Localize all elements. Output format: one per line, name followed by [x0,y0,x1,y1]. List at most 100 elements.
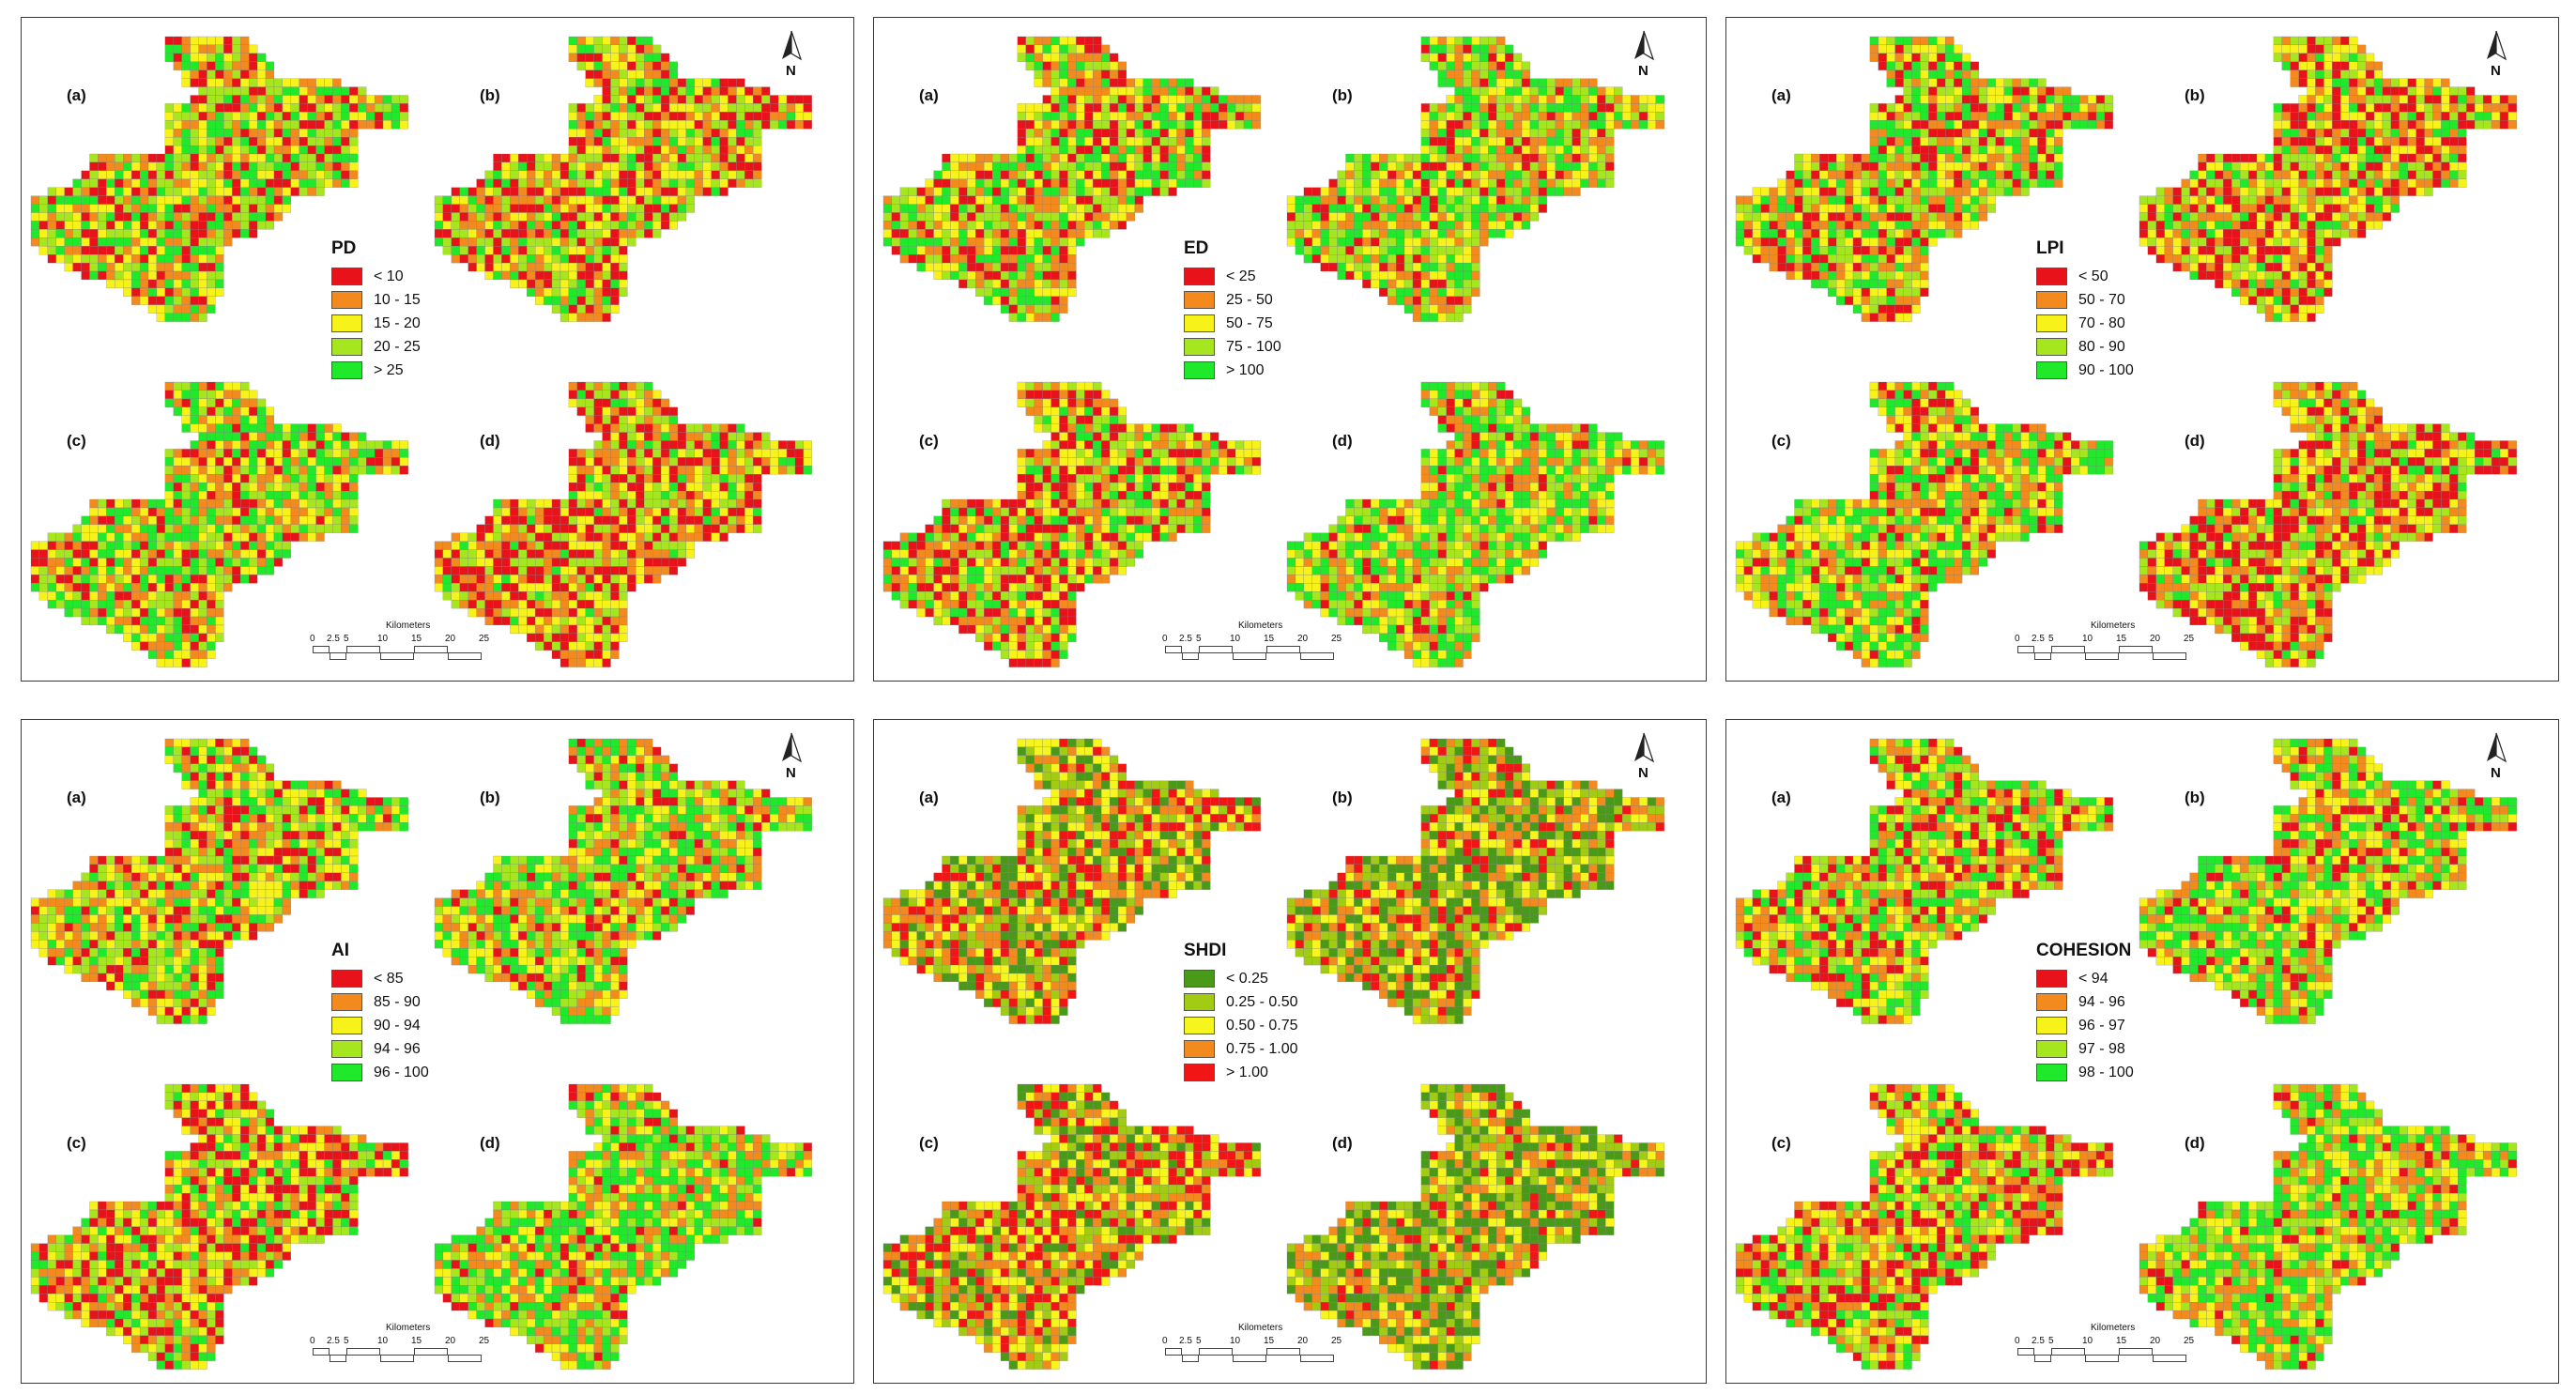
sub-label-b: (b) [1332,789,1353,806]
sub-map-a [30,36,408,322]
scale-segment [313,646,330,653]
sub-map-b [2139,36,2517,322]
legend-row: 94 - 96 [2036,990,2134,1014]
scale-tick: 25 [479,634,490,644]
legend-title: ED [1184,238,1209,258]
legend-row: 50 - 70 [2036,288,2134,312]
scale-segment [2153,1355,2186,1362]
legend-label: 90 - 100 [2078,361,2134,378]
legend-label: < 50 [2078,268,2108,284]
map-panel-ai: (a) (b) (c) (d) N AI < 85 85 - 90 90 - 94 94 - 96… [21,719,854,1384]
scale-tick: 15 [1264,1336,1275,1346]
legend-label: 98 - 100 [2078,1064,2134,1080]
legend-row: 90 - 94 [331,1014,429,1037]
scale-title: Kilometers [1238,620,1283,631]
legend-row: 25 - 50 [1184,288,1281,312]
scale-segment [448,1355,482,1362]
raster-maps [30,36,812,667]
legend-row: 97 - 98 [2036,1037,2134,1061]
scale-segment [2017,1348,2034,1356]
legend-swatch [2036,291,2067,309]
legend-swatch [1184,268,1215,285]
legend-swatch [1184,1040,1215,1058]
scale-segment [1165,646,1182,653]
legend-row: < 0.25 [1184,967,1298,990]
scale-segment [2051,1348,2085,1356]
scale-tick: 15 [411,634,422,644]
sub-map-b [2139,738,2517,1024]
scale-tick: 15 [2116,634,2127,644]
north-arrow-icon: N [773,731,810,782]
raster-maps [30,738,812,1370]
legend-row: 0.75 - 1.00 [1184,1037,1298,1061]
scale-bar: Kilometers 0 2.5 5 10 15 20 25 [310,1323,491,1366]
sub-map-d [2139,381,2517,667]
legend-row: 20 - 25 [331,335,421,359]
legend-label: 70 - 80 [2078,314,2125,331]
north-letter: N [2491,765,2501,781]
legend-label: 15 - 20 [374,314,421,331]
legend-swatch [1184,338,1215,356]
legend-swatch [2036,970,2067,988]
north-letter: N [786,63,796,79]
sub-label-b: (b) [2185,86,2205,104]
scale-bar: Kilometers 0 2.5 5 10 15 20 25 [310,620,491,664]
sub-label-d: (d) [2185,1134,2205,1152]
raster-maps [1735,738,2517,1370]
sub-map-a [1735,36,2113,322]
raster-maps [882,738,1664,1370]
legend-swatch [331,338,362,356]
north-letter: N [786,765,796,781]
legend-row: < 10 [331,265,421,288]
scale-tick: 0 [310,1336,315,1346]
scale-segment [380,652,414,660]
scale-bar: Kilometers 0 2.5 5 10 15 20 25 [1162,1323,1343,1366]
legend-row: 15 - 20 [331,312,421,335]
scale-title: Kilometers [2091,620,2136,631]
scale-tick: 0 [2015,634,2020,644]
scale-tick: 25 [1331,634,1342,644]
scale-tick: 0 [310,634,315,644]
scale-segment [1199,646,1233,653]
sub-label-b: (b) [480,789,500,806]
sub-map-c [882,1083,1261,1370]
sub-map-a [1735,738,2113,1024]
sub-label-a: (a) [919,789,939,806]
map-panel-shdi: (a) (b) (c) (d) N SHDI < 0.25 0.25 - 0.50 0.50 -… [873,719,1707,1384]
legend-swatch [2036,1064,2067,1081]
scale-tick: 5 [1196,1336,1202,1346]
raster-maps [882,36,1664,667]
scale-segment [313,1348,330,1356]
scale-segment [330,652,346,660]
sub-map-c [30,1083,408,1370]
scale-segment [2051,646,2085,653]
scale-tick: 20 [2150,1336,2161,1346]
legend-row: 96 - 100 [331,1061,429,1084]
scale-bar: Kilometers 0 2.5 5 10 15 20 25 [2015,620,2196,664]
map-panel-cohesion: (a) (b) (c) (d) N COHESION < 94 94 - 96 96 - 97 9… [1725,719,2559,1384]
scale-tick: 20 [1297,634,1309,644]
scale-segment [346,646,380,653]
legend: AI < 85 85 - 90 90 - 94 94 - 96 96 - 100 [331,941,429,1084]
scale-tick: 10 [2082,634,2093,644]
scale-segment [1165,1348,1182,1356]
scale-segment [2085,652,2119,660]
scale-tick: 0 [1162,1336,1168,1346]
legend-row: < 25 [1184,265,1281,288]
scale-segment [330,1355,346,1362]
sub-label-b: (b) [2185,789,2205,806]
legend-swatch [331,314,362,332]
sub-label-c: (c) [1771,1134,1791,1152]
scale-tick: 2.5 [2032,634,2045,644]
legend-label: 75 - 100 [1226,338,1281,355]
legend-swatch [1184,361,1215,379]
map-panel-ed: (a) (b) (c) (d) N ED < 25 25 - 50 50 - 75 75 - 10… [873,17,1707,682]
legend-swatch [331,1064,362,1081]
sub-label-a: (a) [1771,789,1791,806]
sub-map-d [434,381,812,667]
north-letter: N [1638,63,1648,79]
legend-row: 0.50 - 0.75 [1184,1014,1298,1037]
scale-segment [2034,1355,2051,1362]
legend-row: 10 - 15 [331,288,421,312]
legend-row: 96 - 97 [2036,1014,2134,1037]
